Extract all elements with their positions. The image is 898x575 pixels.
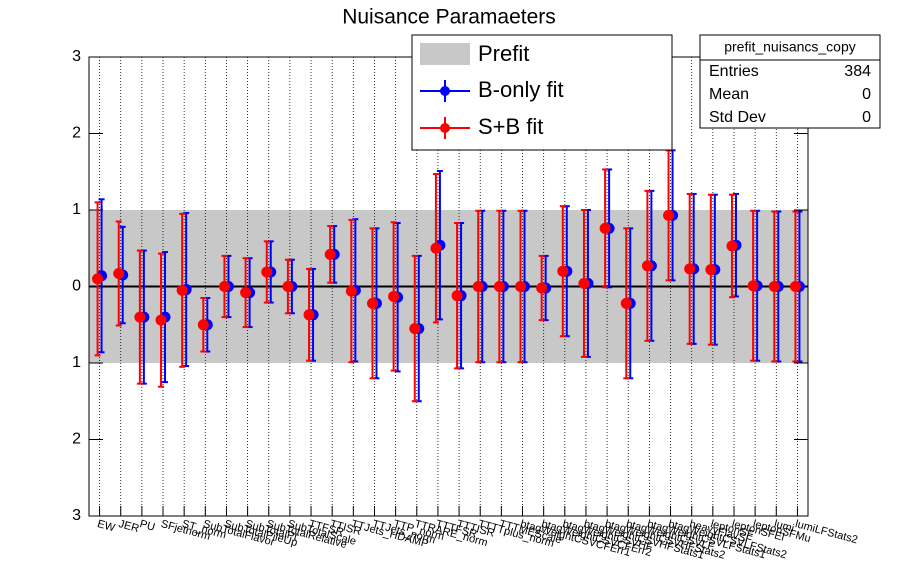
point xyxy=(493,281,505,292)
point xyxy=(240,287,252,299)
error-point xyxy=(641,189,653,342)
y-tick-label: 2 xyxy=(72,431,81,448)
point xyxy=(557,265,569,277)
error-point xyxy=(599,168,611,289)
y-tick-label: 3 xyxy=(72,48,81,65)
point xyxy=(684,263,696,275)
y-tick-label: 1 xyxy=(72,201,81,218)
error-point xyxy=(303,267,315,362)
point xyxy=(430,242,442,254)
point xyxy=(261,266,273,278)
error-point xyxy=(451,222,463,370)
point xyxy=(515,281,527,292)
point xyxy=(113,267,125,279)
error-point xyxy=(684,192,696,345)
error-point xyxy=(789,210,801,363)
point xyxy=(303,309,315,321)
point xyxy=(282,281,294,292)
error-point xyxy=(768,210,780,363)
error-point xyxy=(155,252,167,388)
error-point xyxy=(282,258,294,315)
error-point xyxy=(345,218,357,364)
stats-value: 0 xyxy=(862,109,871,126)
point xyxy=(134,311,146,323)
error-point xyxy=(134,249,146,385)
point xyxy=(599,222,611,234)
x-tick-label: EW xyxy=(96,518,117,534)
point xyxy=(409,323,421,335)
error-point xyxy=(726,193,738,299)
stats-key: Entries xyxy=(709,63,759,80)
error-point xyxy=(472,209,484,364)
point xyxy=(451,290,463,302)
error-point xyxy=(705,193,717,346)
error-point xyxy=(113,220,125,327)
stats-key: Mean xyxy=(709,86,749,103)
error-point xyxy=(240,257,252,329)
error-point xyxy=(578,209,590,358)
point xyxy=(620,297,632,309)
error-point xyxy=(324,225,336,284)
point xyxy=(768,281,780,292)
point xyxy=(345,285,357,297)
error-point xyxy=(747,209,759,362)
point xyxy=(536,282,548,294)
y-tick-label: 3 xyxy=(72,507,81,524)
stats-value: 0 xyxy=(862,86,871,103)
point xyxy=(726,240,738,252)
error-point xyxy=(92,201,104,357)
point xyxy=(705,264,717,276)
x-tick-label: JER xyxy=(117,518,140,535)
point xyxy=(789,281,801,292)
point xyxy=(366,297,378,309)
error-point xyxy=(557,205,569,338)
error-point xyxy=(493,209,505,364)
stats-value: 384 xyxy=(844,63,871,80)
legend-label: S+B fit xyxy=(478,114,543,139)
error-point xyxy=(536,254,548,322)
legend: Prefit B-only fit S+B fit xyxy=(411,34,673,151)
point xyxy=(472,281,484,292)
error-point xyxy=(430,173,442,324)
point xyxy=(388,290,400,302)
point xyxy=(663,209,675,221)
legend-marker xyxy=(440,86,450,96)
y-tick-label: 0 xyxy=(72,278,81,295)
error-point xyxy=(197,296,209,353)
error-point xyxy=(261,240,273,304)
error-point xyxy=(409,254,421,403)
point xyxy=(92,273,104,285)
error-point xyxy=(620,227,632,380)
y-tick-label: 1 xyxy=(72,354,81,371)
point xyxy=(578,277,590,289)
point xyxy=(324,248,336,260)
point xyxy=(641,260,653,272)
error-point xyxy=(515,209,527,364)
error-point xyxy=(366,227,378,380)
error-point xyxy=(218,254,230,319)
legend-swatch xyxy=(420,43,470,65)
legend-marker xyxy=(440,123,450,133)
error-point xyxy=(388,221,400,372)
x-tick-label: lumi xyxy=(773,518,796,535)
stats-title: prefit_nuisancs_copy xyxy=(724,39,856,55)
legend-label: B-only fit xyxy=(478,77,564,102)
point xyxy=(176,284,188,296)
stats-frame xyxy=(699,34,881,129)
legend-label: Prefit xyxy=(478,41,529,66)
stats-key: Std Dev xyxy=(709,109,766,126)
point xyxy=(747,280,759,292)
point xyxy=(155,314,167,326)
point xyxy=(218,281,230,292)
point xyxy=(197,319,209,331)
x-tick-label: PU xyxy=(138,518,156,534)
error-point xyxy=(176,212,188,368)
stats-box: prefit_nuisancs_copy Entries 384 Mean 0 Std D… xyxy=(699,34,881,129)
chart-title: Nuisance Paramaeters xyxy=(342,6,556,29)
y-tick-label: 2 xyxy=(72,125,81,142)
